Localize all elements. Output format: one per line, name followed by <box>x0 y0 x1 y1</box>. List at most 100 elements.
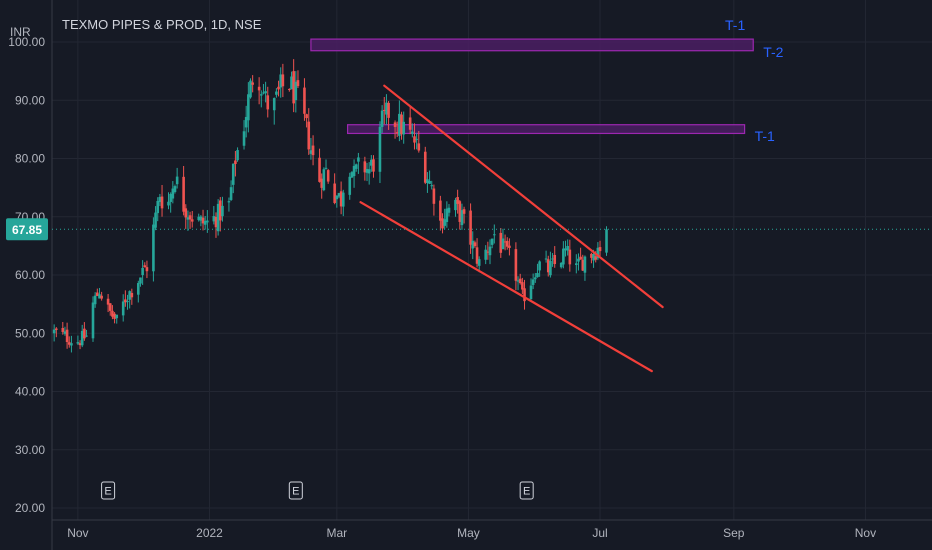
candle-body <box>380 110 384 127</box>
candle-body <box>128 291 131 300</box>
candle-body <box>326 170 330 182</box>
x-tick-label: Jul <box>592 526 607 540</box>
candle-body <box>203 220 207 225</box>
candle-body <box>61 327 65 332</box>
candle-body <box>262 92 265 94</box>
candle-body <box>564 248 567 251</box>
candle-body <box>529 285 533 300</box>
candle-body <box>456 197 459 204</box>
candle-body <box>387 102 390 118</box>
candle-body <box>475 247 479 264</box>
candle-body <box>505 240 509 247</box>
candle-body <box>413 136 416 143</box>
candle-body <box>443 219 446 226</box>
candle-body <box>156 200 160 214</box>
candle-body <box>423 151 427 183</box>
earnings-marker <box>288 481 303 500</box>
candle-body <box>124 299 127 303</box>
candle-body <box>402 121 405 135</box>
candle-body <box>67 342 71 345</box>
target-zones[interactable]: T-2 T-1 <box>310 38 784 144</box>
candle-body <box>605 229 608 253</box>
trendline-lower <box>359 201 653 373</box>
candle-body <box>70 343 73 346</box>
candle-body <box>182 176 185 212</box>
candle-body <box>462 209 466 214</box>
candle-body <box>411 131 414 134</box>
candle-body <box>454 199 457 211</box>
candle-body <box>514 249 518 281</box>
x-tick-label: Mar <box>326 526 347 540</box>
candle-body <box>272 98 276 111</box>
candle-body <box>473 242 477 247</box>
candle-body <box>335 195 339 200</box>
candle-body <box>126 301 129 303</box>
candle-body <box>596 247 600 259</box>
candle-body <box>382 109 386 111</box>
candle-body <box>352 165 356 177</box>
candle-body <box>98 294 101 299</box>
candle-body <box>152 224 155 272</box>
candle-body <box>201 217 205 224</box>
candle-body <box>568 249 572 265</box>
candle-body <box>441 218 444 229</box>
candle-body <box>190 219 194 222</box>
trendline-upper <box>383 84 664 309</box>
candle-body <box>296 80 300 87</box>
candle-body <box>108 303 112 311</box>
candle-body <box>508 245 511 248</box>
candle-body <box>460 210 464 226</box>
candle-body <box>259 94 263 96</box>
candle-body <box>318 157 321 182</box>
candle-body <box>445 208 449 222</box>
candle-body <box>562 248 565 265</box>
candle-body <box>400 114 403 135</box>
candle-body <box>113 313 116 319</box>
candle-body <box>137 283 140 295</box>
candle-body <box>518 278 522 284</box>
candle-body <box>121 301 125 316</box>
y-tick-label: 30.00 <box>15 443 45 457</box>
target-zone-label: T-2 <box>763 44 783 60</box>
candle-body <box>354 164 358 169</box>
candle-body <box>234 160 237 165</box>
candle-body <box>244 116 248 128</box>
candle-body <box>477 259 481 266</box>
candle-body <box>115 314 119 319</box>
candle-body <box>536 273 539 278</box>
candle-body <box>55 328 58 330</box>
candle-body <box>184 208 188 218</box>
grid-lines <box>52 0 932 520</box>
candle-body <box>216 203 220 232</box>
candle-body <box>417 143 421 151</box>
y-tick-label: 60.00 <box>15 268 45 282</box>
candle-body <box>275 91 278 95</box>
candle-body <box>320 178 324 188</box>
target-zone <box>310 38 754 52</box>
chart-title: TEXMO PIPES & PROD, 1D, NSE <box>62 17 262 32</box>
candle-body <box>538 261 541 271</box>
earnings-marker-label: E <box>104 486 111 498</box>
candle-body <box>378 126 382 172</box>
candle-body <box>350 172 354 178</box>
earnings-marker-label: E <box>523 486 530 498</box>
candle-body <box>96 292 99 296</box>
candle-body <box>324 167 328 169</box>
candle-body <box>154 212 157 228</box>
candle-body <box>566 246 569 251</box>
candle-body <box>516 280 520 282</box>
x-tick-label: Nov <box>67 526 88 540</box>
candle-body <box>78 343 82 346</box>
candle-body <box>145 267 149 272</box>
candle-body <box>372 159 375 172</box>
candle-body <box>277 86 280 90</box>
candle-body <box>415 138 418 140</box>
candle-body <box>493 234 496 236</box>
candle-body <box>199 216 203 221</box>
candle-body <box>428 180 431 184</box>
candle-body <box>458 201 462 222</box>
trendlines[interactable] <box>359 84 664 373</box>
candle-body <box>91 302 95 339</box>
